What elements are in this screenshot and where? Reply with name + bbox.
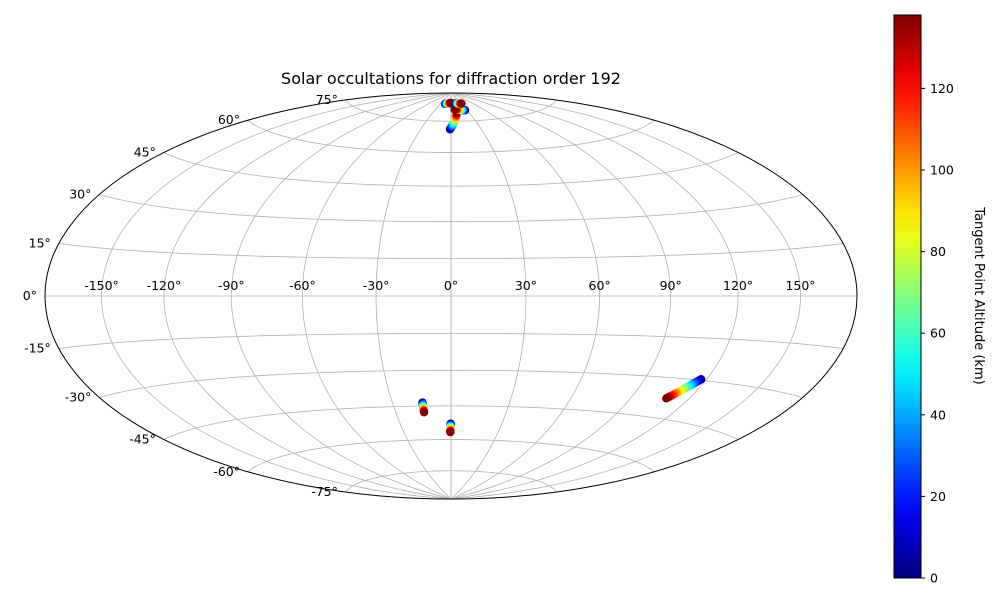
occultation-point [446, 427, 455, 437]
map-grid [45, 93, 857, 499]
colorbar-tick-label: 0 [930, 571, 938, 586]
colorbar-tick-label: 60 [930, 326, 946, 341]
longitude-tick-label: -150° [84, 278, 119, 293]
colorbar: 0 20 40 60 80 100 120 Tangent Point Altitude (… [893, 14, 986, 586]
latitude-tick-label: 60° [218, 112, 240, 127]
latitude-tick-label: 30° [69, 187, 91, 202]
latitude-tick-label: 45° [134, 145, 156, 160]
longitude-tick-label: 60° [589, 278, 611, 293]
colorbar-ticks: 0 20 40 60 80 100 120 [921, 81, 954, 586]
occultation-point [662, 394, 671, 403]
latitude-tick-label: 15° [29, 236, 51, 251]
parallel-line [99, 194, 803, 223]
latitude-tick-label: -15° [24, 341, 51, 356]
colorbar-label: Tangent Point Altitude (km) [971, 206, 986, 384]
chart-title: Solar occultations for diffraction order… [281, 69, 621, 88]
longitude-tick-label: 90° [660, 278, 682, 293]
parallel-line [163, 152, 739, 187]
parallel-line [247, 119, 655, 153]
colorbar-tick-label: 120 [930, 81, 954, 96]
parallel-line [58, 243, 844, 259]
parallel-line [99, 369, 803, 398]
parallel-line [163, 405, 739, 440]
longitude-tick-label: -120° [147, 278, 182, 293]
latitude-tick-label: 0° [23, 288, 37, 303]
colorbar-tick-label: 80 [930, 244, 946, 259]
latitude-tick-label: -60° [213, 464, 240, 479]
longitude-tick-labels: -150° -120° -90° -60° -30° 0° 30° 60° 90° 120° 150… [84, 278, 815, 293]
longitude-tick-label: -30° [363, 278, 390, 293]
parallel-line [58, 333, 844, 349]
occultation-points [418, 98, 706, 437]
longitude-tick-label: 0° [444, 278, 458, 293]
parallel-line [247, 439, 655, 473]
latitude-tick-label: -30° [65, 390, 92, 405]
colorbar-tick-label: 40 [930, 407, 946, 422]
latitude-tick-label: 75° [316, 92, 338, 107]
colorbar-tick-label: 20 [930, 489, 946, 504]
colorbar-tick-label: 100 [930, 163, 954, 178]
map-boundary [44, 92, 858, 500]
latitude-tick-label: -75° [311, 484, 338, 499]
longitude-tick-label: 30° [515, 278, 537, 293]
longitude-tick-label: 150° [785, 278, 815, 293]
colorbar-gradient [893, 14, 922, 579]
occultation-point [457, 99, 466, 108]
occultation-point [419, 408, 429, 417]
latitude-tick-labels: -75° -60° -45° -30° -15° 0° 15° 30° 45° 60° 75° [23, 92, 338, 499]
longitude-tick-label: 120° [723, 278, 753, 293]
latitude-tick-label: -45° [129, 432, 156, 447]
parallel-line [345, 470, 557, 493]
longitude-tick-label: -60° [289, 278, 316, 293]
longitude-tick-label: -90° [218, 278, 245, 293]
